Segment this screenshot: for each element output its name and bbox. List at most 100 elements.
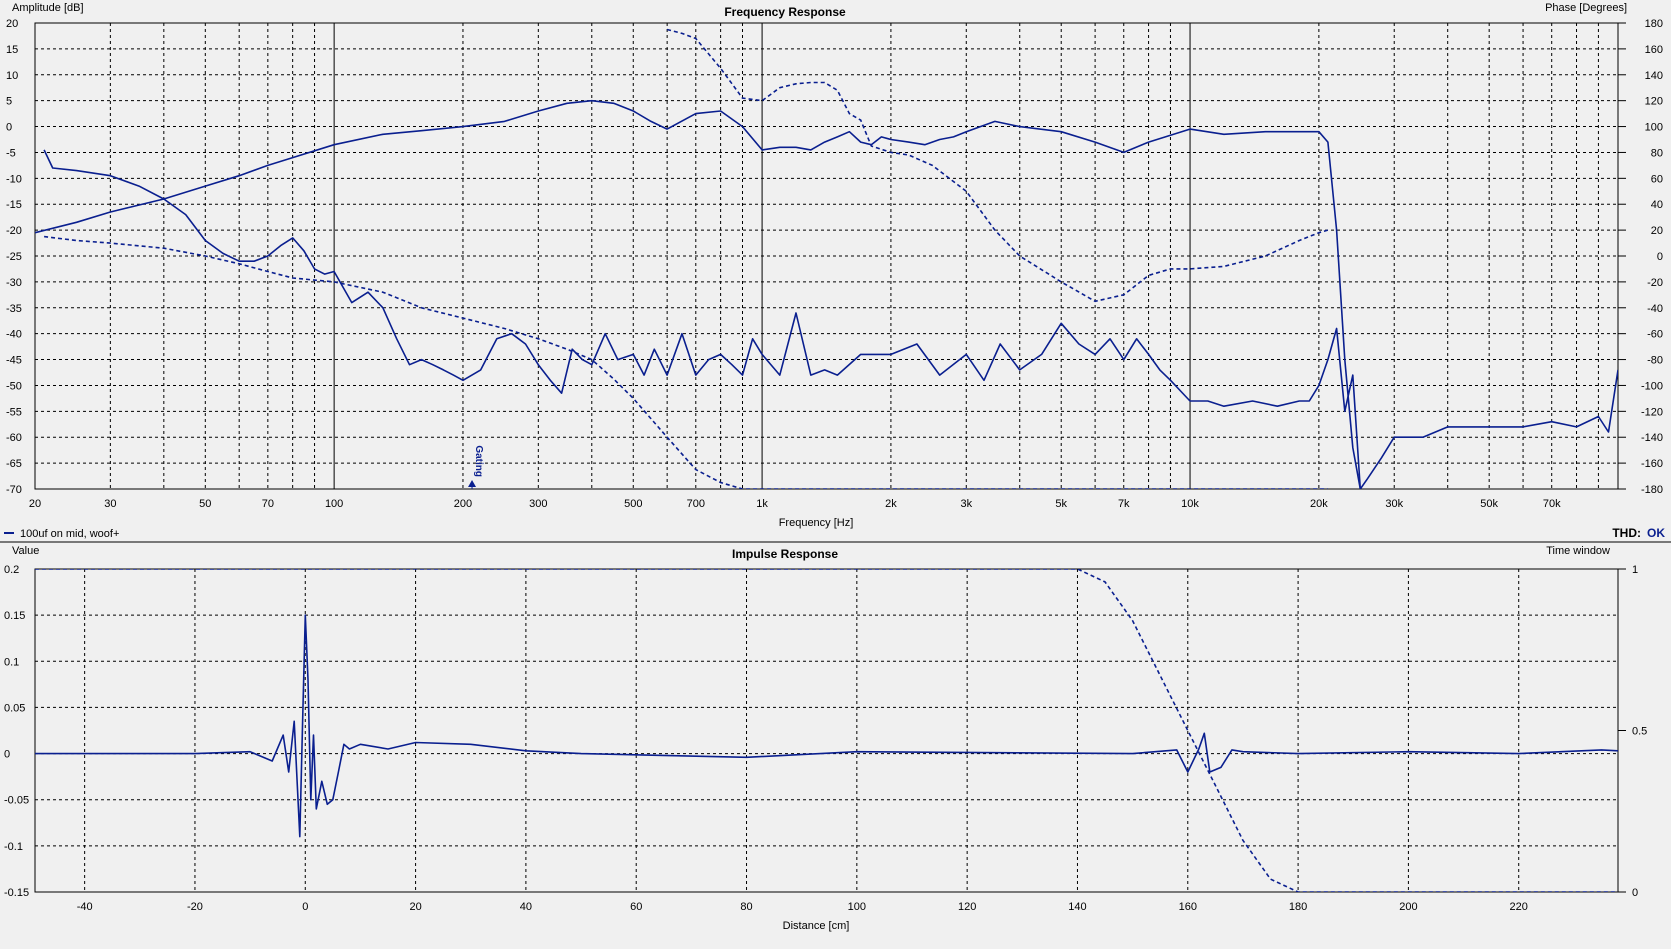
phase-tick-label: 160 [1645, 44, 1663, 56]
gating-marker-arrow[interactable] [468, 480, 477, 487]
frequency-series-line-3 [43, 149, 1618, 489]
phase-axis-label: Phase [Degrees] [1545, 2, 1627, 14]
amplitude-tick-label: 0 [6, 122, 12, 134]
amplitude-tick-label: -20 [6, 225, 22, 237]
impulse-series [35, 569, 1618, 892]
frequency-tick-label: 500 [624, 498, 642, 510]
time-window-tick-label: 0 [1632, 887, 1638, 899]
distance-tick-label: 0 [302, 901, 308, 913]
frequency-series [35, 28, 1618, 489]
phase-tick-label: 100 [1645, 122, 1663, 134]
amplitude-tick-label: 5 [6, 96, 12, 108]
frequency-tick-label: 1k [756, 498, 768, 510]
frequency-tick-label: 2k [885, 498, 897, 510]
frequency-tick-label: 200 [454, 498, 472, 510]
frequency-tick-label: 30 [104, 498, 116, 510]
impulse-series-line-0 [35, 614, 1618, 838]
distance-tick-label: 140 [1068, 901, 1086, 913]
phase-tick-label: 140 [1645, 70, 1663, 82]
value-tick-label: 0 [4, 749, 10, 761]
phase-tick-label: 180 [1645, 18, 1663, 30]
frequency-series-line-0 [35, 99, 1362, 489]
frequency-tick-label: 20k [1310, 498, 1328, 510]
phase-tick-label: -160 [1641, 458, 1663, 470]
phase-tick-label: -120 [1641, 406, 1663, 418]
frequency-tick-label: 700 [687, 498, 705, 510]
amplitude-tick-label: -60 [6, 432, 22, 444]
thd-status: OK [1647, 526, 1665, 540]
amplitude-axis-label: Amplitude [dB] [12, 2, 84, 14]
distance-tick-label: 80 [740, 901, 752, 913]
value-axis-label: Value [12, 545, 39, 557]
distance-tick-label: -40 [77, 901, 93, 913]
phase-tick-label: -20 [1647, 277, 1663, 289]
amplitude-tick-label: 20 [6, 18, 18, 30]
phase-tick-label: -140 [1641, 432, 1663, 444]
amplitude-tick-label: -35 [6, 303, 22, 315]
amplitude-tick-label: -5 [6, 147, 16, 159]
distance-tick-label: 160 [1179, 901, 1197, 913]
impulse-series-line-1 [35, 569, 1618, 892]
value-tick-label: 0.15 [4, 610, 25, 622]
impulse-tick-labels: -40 -20 0 20 40 60 80 100 120 140 160 180 200 2200.20… [4, 564, 1647, 913]
amplitude-tick-label: -40 [6, 329, 22, 341]
frequency-tick-label: 20 [29, 498, 41, 510]
legend-entry[interactable]: 100uf on mid, woof+ [20, 528, 119, 540]
amplitude-tick-label: -65 [6, 458, 22, 470]
value-tick-label: 0.2 [4, 564, 19, 576]
phase-tick-label: 0 [1657, 251, 1663, 263]
phase-tick-label: 20 [1651, 225, 1663, 237]
frequency-tick-label: 3k [960, 498, 972, 510]
frequency-tick-label: 50k [1480, 498, 1498, 510]
amplitude-tick-label: -30 [6, 277, 22, 289]
value-tick-label: -0.05 [4, 795, 29, 807]
value-tick-label: 0.05 [4, 702, 25, 714]
frequency-chart-title: Frequency Response [724, 5, 846, 19]
amplitude-tick-label: -45 [6, 355, 22, 367]
phase-tick-label: 60 [1651, 173, 1663, 185]
frequency-tick-label: 70k [1543, 498, 1561, 510]
frequency-tick-label: 5k [1055, 498, 1067, 510]
value-tick-label: -0.15 [4, 887, 29, 899]
impulse-chart-title: Impulse Response [732, 547, 838, 561]
distance-tick-label: -20 [187, 901, 203, 913]
amplitude-tick-label: 15 [6, 44, 18, 56]
phase-tick-label: 120 [1645, 96, 1663, 108]
amplitude-tick-label: -70 [6, 484, 22, 496]
frequency-plot-area[interactable] [34, 22, 1619, 490]
frequency-series-line-1 [44, 235, 1328, 489]
time-window-axis-label: Time window [1546, 545, 1610, 557]
phase-tick-label: -180 [1641, 484, 1663, 496]
distance-tick-label: 220 [1510, 901, 1528, 913]
frequency-grid [35, 23, 1618, 489]
phase-tick-label: -100 [1641, 380, 1663, 392]
frequency-tick-label: 70 [262, 498, 274, 510]
distance-tick-label: 100 [848, 901, 866, 913]
amplitude-tick-label: -10 [6, 173, 22, 185]
amplitude-tick-label: -15 [6, 199, 22, 211]
frequency-tick-labels: 20151050-5-10-15-20-25-30-35-40-45-50-55… [6, 18, 1663, 510]
distance-tick-label: 60 [630, 901, 642, 913]
gating-marker-label: Gating [473, 445, 484, 477]
amplitude-tick-label: 10 [6, 70, 18, 82]
value-tick-label: 0.1 [4, 656, 19, 668]
amplitude-tick-label: -25 [6, 251, 22, 263]
amplitude-tick-label: -50 [6, 380, 22, 392]
distance-tick-label: 20 [409, 901, 421, 913]
frequency-tick-label: 7k [1118, 498, 1130, 510]
phase-tick-label: -40 [1647, 303, 1663, 315]
distance-tick-label: 200 [1399, 901, 1417, 913]
distance-axis-label: Distance [cm] [783, 920, 850, 932]
phase-tick-label: 40 [1651, 199, 1663, 211]
time-window-tick-label: 1 [1632, 564, 1638, 576]
thd-label: THD: [1612, 526, 1641, 540]
phase-tick-label: -60 [1647, 329, 1663, 341]
time-window-tick-label: 0.5 [1632, 726, 1647, 738]
frequency-tick-label: 300 [529, 498, 547, 510]
frequency-tick-label: 30k [1385, 498, 1403, 510]
frequency-tick-label: 10k [1181, 498, 1199, 510]
frequency-tick-label: 100 [325, 498, 343, 510]
impulse-plot-area[interactable] [34, 568, 1619, 893]
